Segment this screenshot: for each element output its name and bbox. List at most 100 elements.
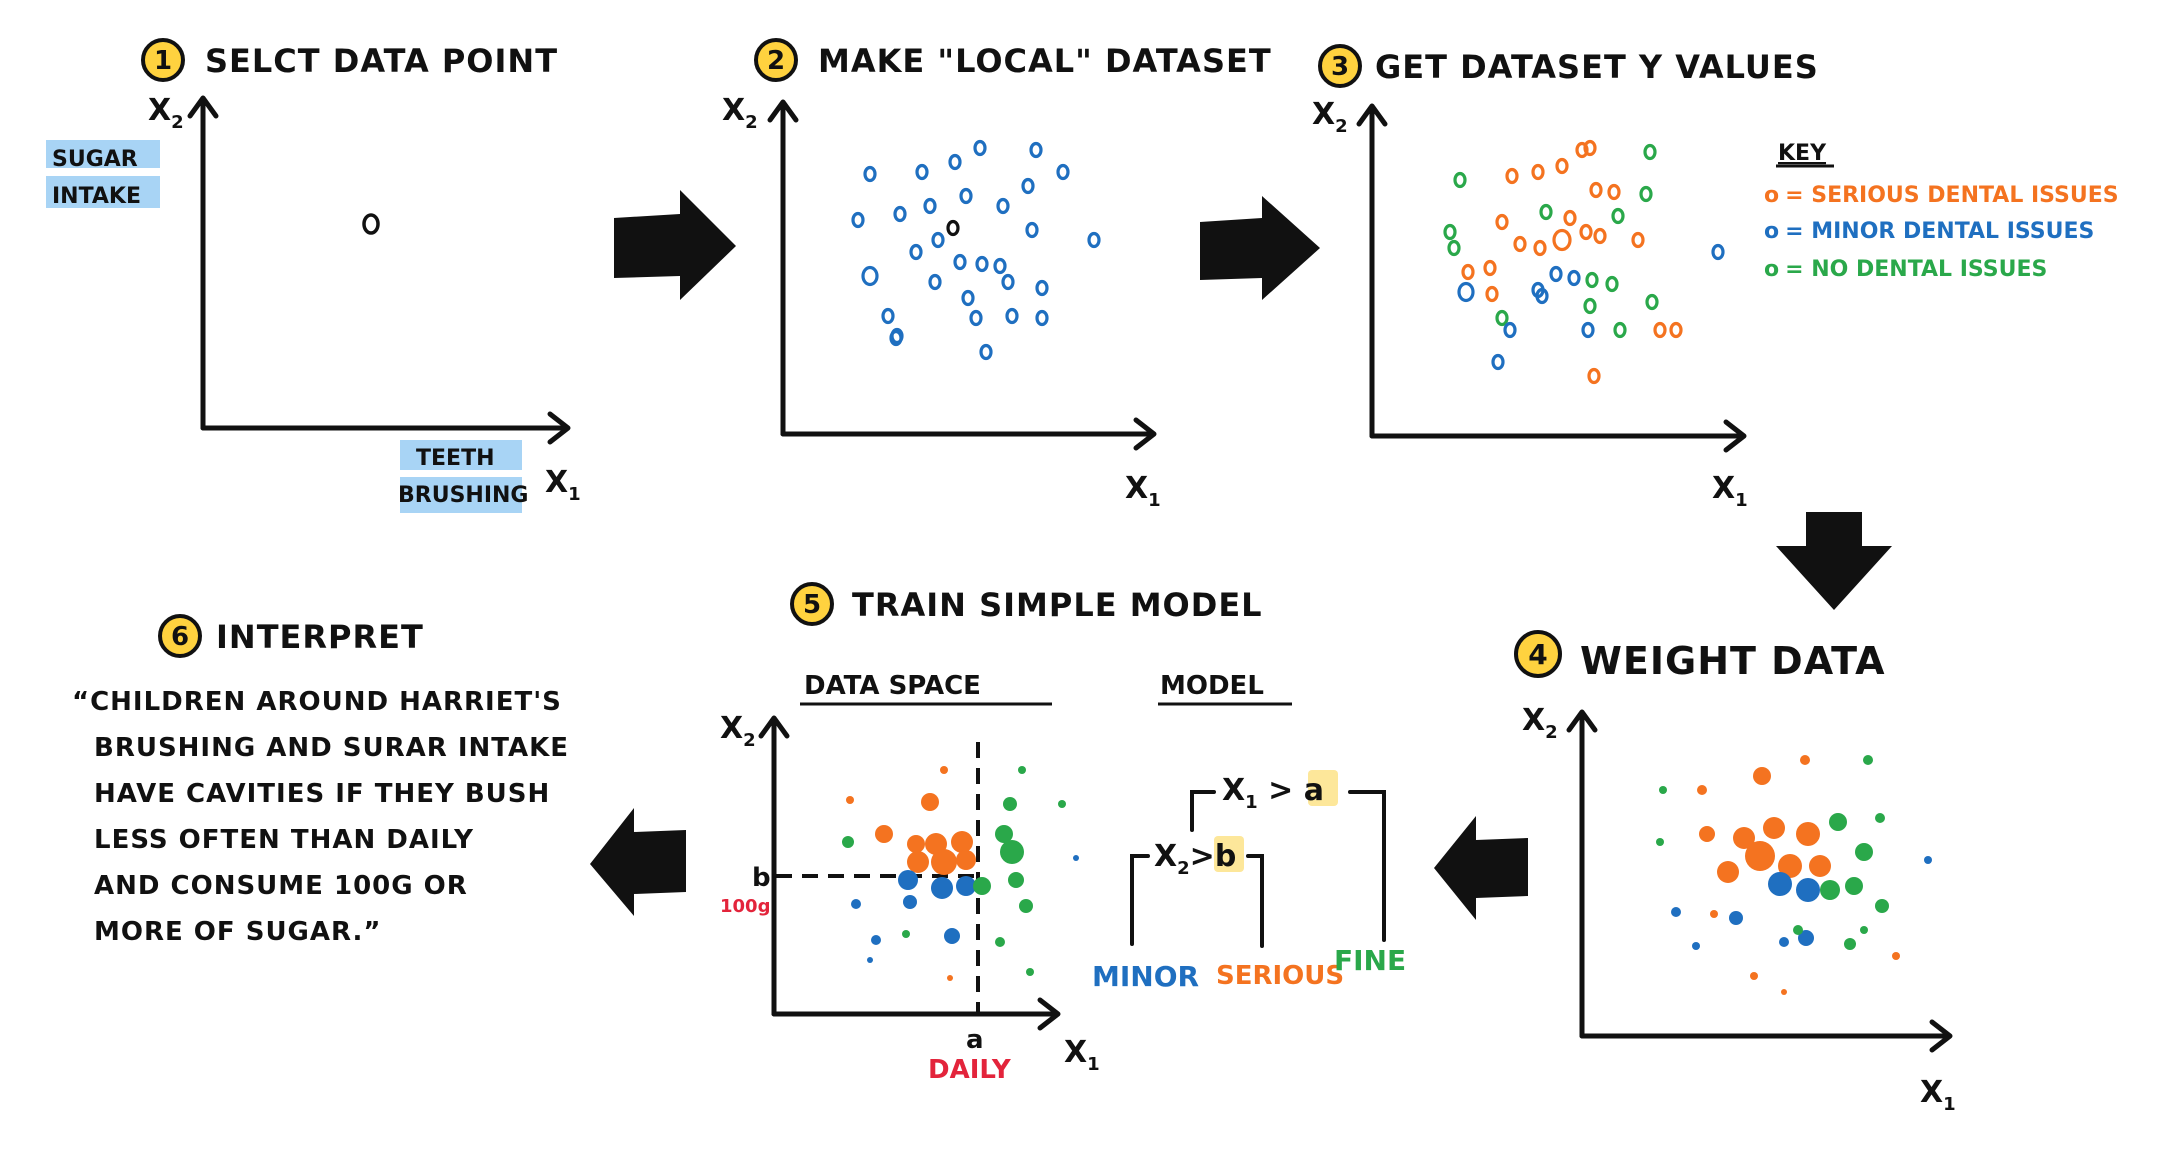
data-space-point <box>940 766 948 774</box>
data-space-point <box>1058 800 1066 808</box>
data-space-point <box>871 935 881 945</box>
local-point <box>889 329 903 347</box>
data-space-point <box>842 836 854 848</box>
weighted-point <box>1860 926 1868 934</box>
local-point <box>861 265 879 287</box>
sugar-highlight <box>46 140 160 168</box>
data-space-point <box>902 930 910 938</box>
labelled-point <box>1461 263 1475 281</box>
labelled-point <box>1485 285 1499 303</box>
local-point <box>946 219 960 237</box>
labelled-point <box>1581 321 1595 339</box>
arrow-2-to-3 <box>1200 196 1320 300</box>
teeth-label: TEETH <box>416 446 494 471</box>
data-space-point <box>931 849 957 875</box>
local-point <box>1035 309 1049 327</box>
data-space-point <box>995 825 1013 843</box>
labelled-point <box>1495 213 1509 231</box>
weighted-point <box>1845 877 1863 895</box>
weighted-point <box>1778 854 1802 878</box>
key-item-none: o = NO DENTAL ISSUES <box>1764 257 2047 282</box>
step-1-number-badge <box>141 38 185 82</box>
weighted-point <box>1875 813 1885 823</box>
data-space-point <box>1003 797 1017 811</box>
step-5-y-axis <box>758 715 790 1017</box>
data-space-point <box>1008 872 1024 888</box>
labelled-point <box>1567 269 1581 287</box>
local-point <box>1001 273 1015 291</box>
labelled-point <box>1555 157 1569 175</box>
key-symbol-serious: o <box>1764 183 1779 208</box>
labelled-point <box>1669 321 1683 339</box>
quote-line-1: “CHILDREN AROUND HARRIET'S <box>72 687 562 717</box>
data-space-point <box>846 796 854 804</box>
data-space-point <box>1026 968 1034 976</box>
b-threshold-label: b <box>752 863 771 893</box>
local-point <box>1025 221 1039 239</box>
weighted-point <box>1800 755 1810 765</box>
labelled-point <box>1605 275 1619 293</box>
labelled-point <box>1443 223 1457 241</box>
step-6-number: 6 <box>171 622 189 652</box>
step-6-number-badge <box>158 614 202 658</box>
data-space-point <box>1000 840 1024 864</box>
local-point <box>948 153 962 171</box>
labelled-point <box>1495 309 1509 327</box>
data-space-point <box>867 957 873 963</box>
local-point <box>1056 163 1070 181</box>
labelled-point <box>1611 207 1625 225</box>
data-space-point <box>1019 899 1033 913</box>
local-point <box>909 243 923 261</box>
local-point <box>993 257 1007 275</box>
local-point <box>975 255 989 273</box>
leaf-minor: MINOR <box>1092 960 1199 993</box>
arrow-3-to-4 <box>1776 512 1892 610</box>
data-space-point <box>956 876 976 896</box>
labelled-point <box>1653 321 1667 339</box>
selected-data-point <box>362 213 380 235</box>
data-space-point <box>921 793 939 811</box>
local-point <box>979 343 993 361</box>
labelled-point <box>1575 141 1589 159</box>
quote-line-4: LESS OFTEN THAN DAILY <box>94 825 474 855</box>
tree-edge-child-left <box>1130 854 1150 946</box>
arrow-5-to-6 <box>590 808 686 916</box>
data-space-point <box>903 895 917 909</box>
step-3-y-axis-label: X2 <box>1312 97 1348 137</box>
labelled-point <box>1505 167 1519 185</box>
weighted-point <box>1809 855 1831 877</box>
intake-label: INTAKE <box>52 184 141 209</box>
local-point <box>1035 279 1049 297</box>
step-4-y-axis <box>1566 709 1598 1039</box>
data-space-point <box>947 975 953 981</box>
step-5-number: 5 <box>803 590 821 620</box>
sugar-label: SUGAR <box>52 147 138 172</box>
local-point <box>961 289 975 307</box>
weighted-point <box>1717 861 1739 883</box>
weighted-point <box>1659 786 1667 794</box>
data-space-point <box>931 877 953 899</box>
step-2-y-axis <box>767 99 799 437</box>
step-2-y-axis-label: X2 <box>722 93 758 133</box>
key-legend: KEY o = SERIOUS DENTAL ISSUES o = MINOR DE… <box>1764 141 2119 282</box>
labelled-point <box>1549 265 1563 283</box>
labelled-point <box>1491 353 1505 371</box>
weighted-point <box>1768 872 1792 896</box>
labelled-point <box>1583 139 1597 157</box>
weighted-point <box>1763 817 1785 839</box>
step-6: 6 INTERPRET “CHILDREN AROUND HARRIET'S B… <box>72 614 568 947</box>
local-point <box>1021 177 1035 195</box>
labelled-point <box>1613 321 1627 339</box>
local-point <box>915 163 929 181</box>
step-5-number-badge <box>790 582 834 626</box>
data-space-point <box>1073 855 1079 861</box>
step-1: 1 SELCT DATA POINT X2 X1 SUGAR INTAKE TE… <box>46 38 581 513</box>
step-3: 3 GET DATASET Y VALUES X2 X1 KEY o = SERI… <box>1312 44 2119 511</box>
leaf-fine: FINE <box>1334 944 1406 977</box>
quote-line-6: MORE OF SUGAR.” <box>94 917 382 947</box>
weighted-point <box>1796 822 1820 846</box>
step-3-title: GET DATASET Y VALUES <box>1375 48 1819 86</box>
step-3-labelled-points <box>1443 139 1725 385</box>
local-point <box>1087 231 1101 249</box>
child-b-highlight <box>1214 836 1244 872</box>
